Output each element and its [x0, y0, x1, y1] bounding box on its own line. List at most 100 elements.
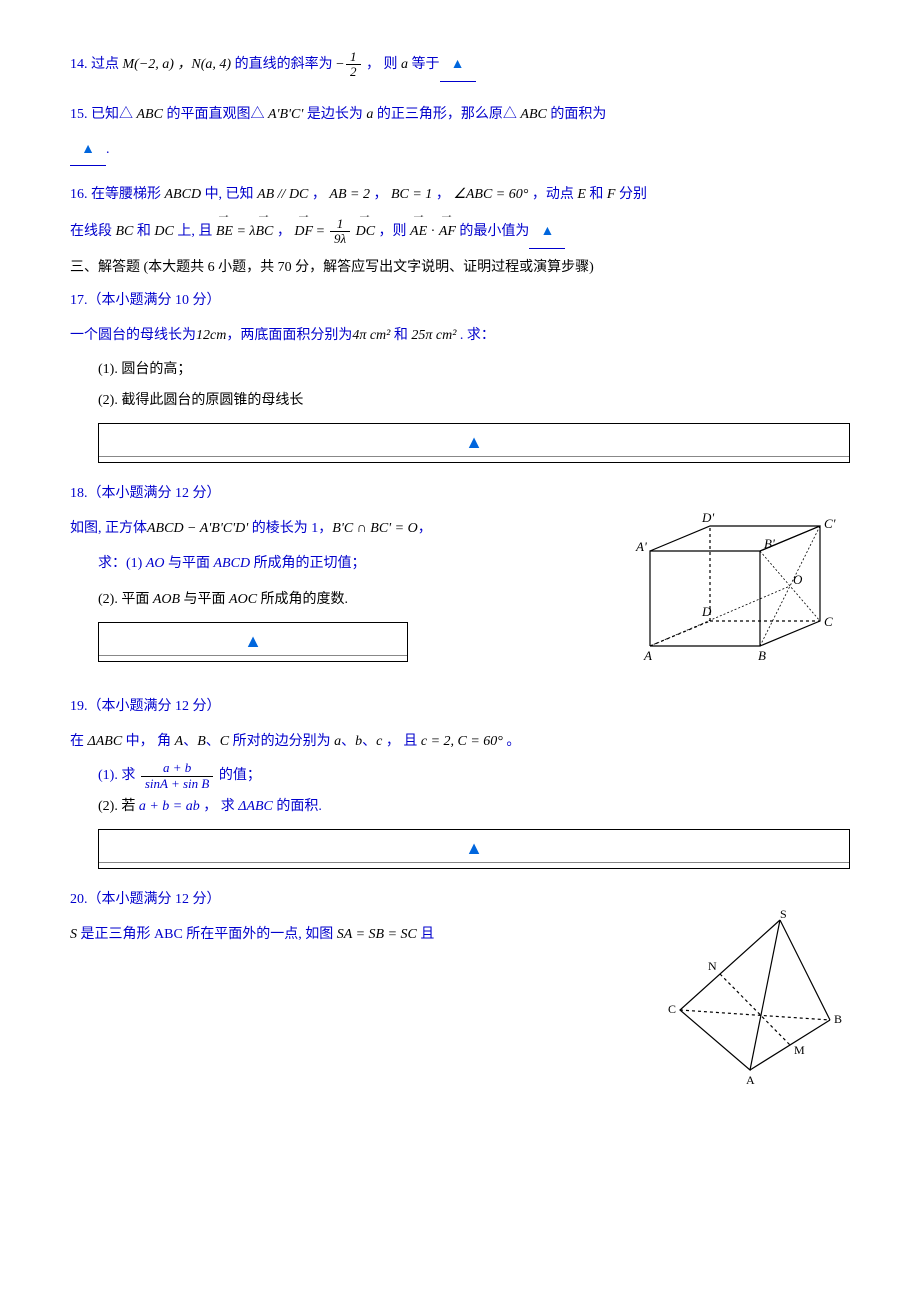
q19-a: a [334, 734, 341, 749]
q16-prefix: 16. 在等腰梯形 [70, 187, 161, 202]
q18-cube: ABCD − A'B'C'D' [147, 521, 248, 536]
q17-and: 和 [390, 328, 411, 343]
q16-mid2: ，动点 [532, 187, 574, 202]
q14-frac: 12 [346, 50, 361, 80]
q20-body: S 是正三角形 ABC 所在平面外的一点, 如图 SA = SB = SC 且 [70, 920, 630, 951]
q19-dot: 。 [506, 734, 520, 749]
q19-p2suf: 的面积. [276, 799, 322, 814]
q20-S: S [70, 927, 77, 942]
q19-cond: c = 2, C = 60° [421, 734, 503, 749]
q16-frac: 19λ [330, 217, 350, 247]
vec-df: DF [294, 215, 313, 248]
q16-fn: 1 [330, 217, 350, 232]
q19-A: A [175, 734, 184, 749]
q16-fd: 9λ [330, 232, 350, 246]
q18-p1d: 所成角的正切值； [250, 556, 366, 571]
vec-ae: AE [410, 215, 427, 248]
q16-eq2: = [317, 224, 328, 239]
answer-box-18: ▲ [98, 622, 408, 662]
q16-par: AB // DC [257, 187, 308, 202]
q16-l2c: 上, 且 [177, 224, 212, 239]
q14-suffix: 等于 [412, 57, 440, 72]
triangle-icon: ▲ [81, 142, 95, 157]
answer-box-17: ▲ [98, 423, 850, 463]
q18-p2c: 与平面 [180, 592, 229, 607]
q14-mid2: ， 则 [366, 57, 398, 72]
triangle-icon: ▲ [465, 829, 483, 869]
q15-abc: ABC [137, 107, 163, 122]
q17-p2: (2). 截得此圆台的原圆锥的母线长 [98, 386, 850, 417]
tetra-figure: S C A B N M [660, 910, 850, 1090]
q16-blank: ▲ [529, 217, 565, 249]
q19-p1: (1). 求 a + bsinA + sin B 的值； [98, 761, 850, 792]
label-Dp: D' [701, 510, 714, 525]
q14-blank: ▲ [440, 50, 476, 82]
q17-v3: 25π cm² [411, 328, 456, 343]
triangle-icon: ▲ [244, 622, 262, 662]
q15-mid2: 是边长为 [307, 107, 363, 122]
q18-p1c: ABCD [214, 556, 251, 571]
q16-suf1: 分别 [619, 187, 647, 202]
label-B: B [758, 648, 766, 663]
q19-p2abc: ΔABC [238, 799, 273, 814]
label-C: C [824, 614, 833, 629]
question-15: 15. 已知△ ABC 的平面直观图△ A'B'C' 是边长为 a 的正三角形，… [70, 100, 850, 131]
question-17-title: 17.（本小题满分 10 分） [70, 286, 850, 317]
cube-figure: A B C D A' B' C' D' O [630, 506, 850, 676]
q16-eq1: AB = 2 [329, 187, 370, 202]
label-B: B [834, 1012, 842, 1026]
question-16-l2: 在线段 BC 和 DC 上, 且 BE = λBC ， DF = 19λ DC … [70, 215, 850, 249]
q15-mid3: 的正三角形，那么原△ [377, 107, 517, 122]
q16-c1: ， [312, 187, 326, 202]
q16-suf2: 的最小值为 [459, 224, 529, 239]
question-18-row: 如图, 正方体ABCD − A'B'C'D' 的棱长为 1，B'C ∩ BC' … [70, 514, 850, 676]
q17-p1: (1). 圆台的高； [98, 355, 850, 386]
q16-dot: · [431, 224, 439, 239]
q15-abc2: A'B'C' [268, 107, 303, 122]
q14-frac-num: 1 [346, 50, 361, 65]
q16-eq2: BC = 1 [391, 187, 432, 202]
q18-p2: (2). 平面 AOB 与平面 AOC 所成角的度数. [98, 585, 620, 616]
q17-body: 一个圆台的母线长为 [70, 328, 196, 343]
label-Cp: C' [824, 516, 836, 531]
q16-F: F [607, 187, 616, 202]
q18-b1: 如图, 正方体 [70, 521, 147, 536]
q16-dc: DC [154, 224, 173, 239]
q14-prefix: 14. 过点 [70, 57, 119, 72]
q19-B: B [197, 734, 206, 749]
q15-blank: ▲ [70, 135, 106, 167]
q16-bc: BC [116, 224, 134, 239]
q19-p2: (2). 若 a + b = ab ， 求 ΔABC 的面积. [98, 792, 850, 823]
q16-c4: ， [277, 224, 291, 239]
label-Bp: B' [764, 536, 775, 551]
label-N: N [708, 959, 717, 973]
q16-eq3: ∠ABC = 60° [453, 187, 528, 202]
q18-inter: B'C ∩ BC' = O [332, 521, 417, 536]
question-19-body: 在 ΔABC 中， 角 A、B、C 所对的边分别为 a、b、c ， 且 c = … [70, 727, 850, 758]
q16-l2a: 在线段 [70, 224, 112, 239]
label-D: D [701, 604, 712, 619]
vec-dc: DC [356, 215, 375, 248]
q20-b2: 是正三角形 ABC 所在平面外的一点, 如图 [81, 927, 334, 942]
q19-frac: a + bsinA + sin B [141, 761, 214, 791]
q16-c3: ， [436, 187, 450, 202]
q20-suf: 且 [420, 927, 434, 942]
q14-frac-den: 2 [346, 65, 361, 79]
q17-mid: ，两底面面积分别为 [226, 328, 352, 343]
q15-suffix: 的面积为 [550, 107, 606, 122]
q19-fd: sinA + sin B [141, 777, 214, 791]
label-M: M [794, 1043, 805, 1057]
q19-fn: a + b [141, 761, 214, 776]
q18-p2d: AOC [229, 592, 257, 607]
q18-body-line: 如图, 正方体ABCD − A'B'C'D' 的棱长为 1，B'C ∩ BC' … [70, 514, 620, 545]
q16-E: E [577, 187, 586, 202]
label-C: C [668, 1002, 676, 1016]
section-3-header: 三、解答题 (本大题共 6 小题，共 70 分，解答应写出文字说明、证明过程或演… [70, 253, 850, 284]
q19-p1pre: (1). 求 [98, 768, 135, 783]
question-15-blank-line: ▲. [70, 135, 850, 167]
q15-var: a [366, 107, 373, 122]
q19-b1: 在 [70, 734, 84, 749]
q19-c: c [376, 734, 382, 749]
q19-b: b [355, 734, 362, 749]
label-Ap: A' [635, 539, 647, 554]
